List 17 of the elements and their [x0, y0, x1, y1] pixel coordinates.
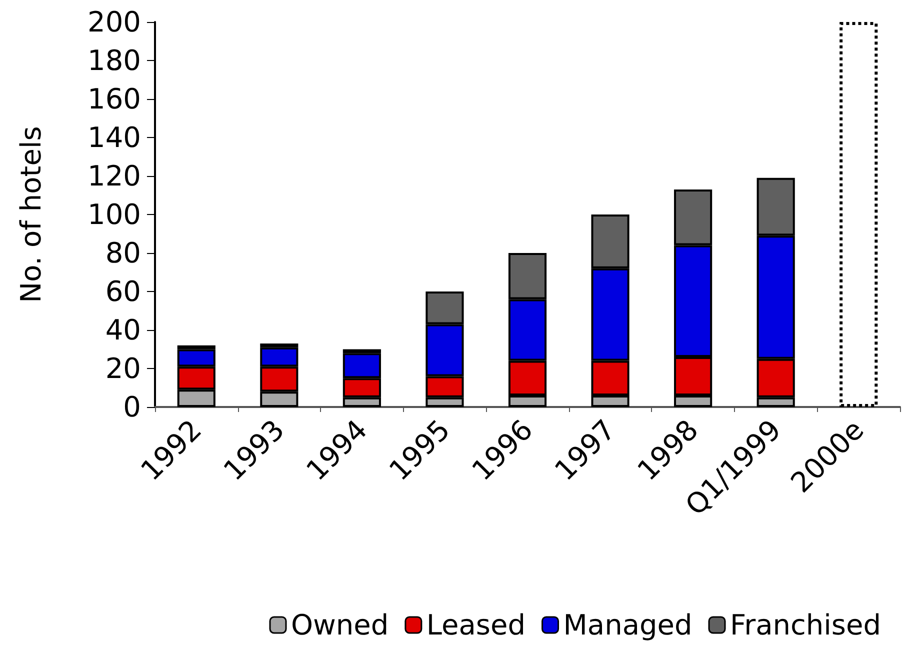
y-tick-label: 0: [123, 390, 141, 424]
y-tick-label: 60: [105, 275, 141, 308]
legend-label: Managed: [563, 608, 692, 642]
bar: [840, 22, 878, 407]
y-tick-label: 140: [88, 121, 141, 154]
y-tick-label: 40: [105, 314, 141, 346]
y-tick-label: 80: [105, 236, 141, 270]
legend-label: Owned: [291, 608, 389, 642]
y-tick-label: 200: [88, 6, 141, 38]
y-tick-label: 160: [88, 82, 141, 116]
y-axis-title: No. of hotels: [14, 126, 48, 303]
legend-label: Leased: [426, 608, 526, 642]
legend-label: Franchised: [730, 608, 882, 642]
y-tick-label: 20: [105, 352, 141, 385]
y-tick-label: 120: [88, 160, 141, 192]
y-tick-label: 100: [88, 198, 141, 231]
y-tick-label: 180: [88, 44, 141, 77]
